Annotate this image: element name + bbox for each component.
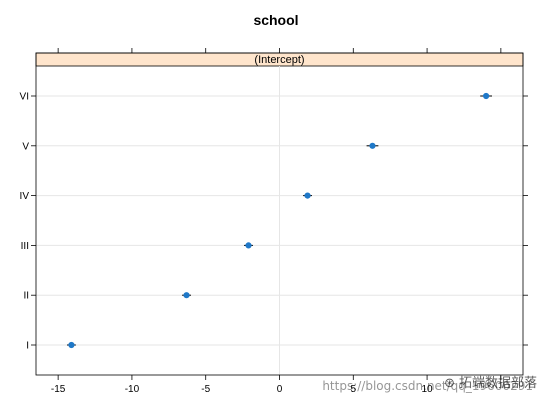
- x-tick-label: 5: [351, 384, 357, 395]
- point-VI: [483, 92, 490, 100]
- y-tick-label: V: [22, 141, 29, 152]
- y-tick-label: I: [26, 341, 29, 352]
- y-tick-label: II: [23, 291, 29, 302]
- strip-header: (Intercept): [35, 52, 524, 67]
- y-tick-label: III: [21, 241, 29, 252]
- data-marks: [66, 92, 493, 349]
- y-tick-label: IV: [20, 191, 30, 202]
- point-I: [68, 341, 75, 349]
- watermark-url-text: https://blog.csdn.net/qq_19600291: [322, 379, 533, 393]
- wechat-icon: ⊛: [444, 376, 455, 391]
- x-tick-label: -10: [125, 384, 140, 395]
- strip-label: (Intercept): [254, 54, 304, 66]
- plot-panel: [35, 52, 524, 376]
- point-V: [369, 142, 376, 149]
- x-tick-label: -15: [51, 384, 66, 395]
- x-tick-label: -5: [201, 384, 210, 395]
- y-tick-label: VI: [20, 92, 29, 103]
- point-III: [245, 242, 252, 249]
- x-axis-bottom: -15 -10 -5 0 5 10: [51, 375, 502, 395]
- watermark-brand-text: 拓端数据部落: [458, 376, 537, 391]
- watermark-brand: ⊛ 拓端数据部落: [444, 372, 537, 391]
- point-II: [183, 292, 190, 299]
- x-tick-label: 0: [277, 384, 283, 395]
- watermark-url: https://blog.csdn.net/qq_19600291: [322, 379, 533, 393]
- x-tick-label: 10: [422, 384, 434, 395]
- x-axis-top: [57, 48, 502, 53]
- point-IV: [304, 192, 311, 199]
- chart-title: school: [253, 12, 298, 28]
